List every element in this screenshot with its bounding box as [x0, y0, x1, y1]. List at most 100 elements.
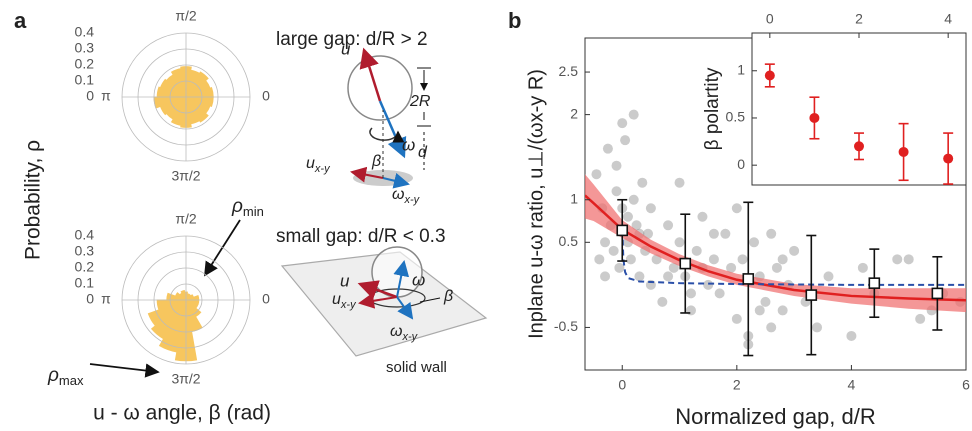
marker	[854, 141, 864, 152]
point	[846, 330, 857, 341]
r-tick-label: 0.2	[75, 259, 95, 275]
panel-label: b	[508, 8, 521, 33]
marker	[898, 146, 909, 157]
point	[628, 194, 639, 205]
marker	[616, 224, 629, 237]
point	[608, 245, 619, 256]
point	[628, 109, 639, 120]
annotation: ρmin	[231, 196, 264, 219]
x-tick-label: 4	[944, 11, 952, 27]
r-tick-label: 0	[86, 88, 94, 104]
point	[708, 254, 719, 265]
point	[903, 254, 914, 265]
line	[621, 229, 966, 286]
point	[594, 254, 605, 265]
point	[777, 305, 788, 316]
point	[812, 322, 823, 333]
y-tick-label: 0.5	[726, 109, 746, 125]
point	[591, 169, 602, 180]
marker	[805, 289, 818, 301]
point	[714, 288, 725, 299]
r-tick-label: 0.3	[75, 243, 95, 259]
r-tick-label: 0.4	[75, 227, 95, 243]
label: ux-y	[332, 291, 357, 311]
label: β	[443, 288, 453, 305]
point	[777, 254, 788, 265]
polar-bar	[185, 299, 202, 318]
point	[823, 271, 834, 282]
label: solid wall	[386, 359, 447, 376]
y-axis-label: Inplane u-ω ratio, u⊥/(ωx-y R)	[525, 69, 547, 339]
polar-bar	[185, 71, 209, 98]
y-tick-label: 0	[737, 156, 745, 172]
point	[726, 262, 737, 273]
x-tick-label: 4	[848, 377, 856, 393]
point	[754, 305, 765, 316]
y-tick-label: 0.5	[559, 233, 579, 249]
point	[625, 254, 636, 265]
x-tick-label: 2	[855, 11, 863, 27]
y-tick-label: 1	[570, 190, 578, 206]
x-tick-label: 2	[733, 377, 741, 393]
plot-area	[751, 32, 967, 186]
diagram-title: small gap: d/R < 0.3	[276, 226, 446, 247]
diagram-small-gap: small gap: d/R < 0.3 u ω β ux-y ωx-y sol…	[276, 226, 488, 376]
r-tick-label: 0.1	[75, 275, 95, 291]
annotation: ρmax	[47, 365, 84, 388]
r-tick-label: 0	[86, 291, 94, 307]
point	[731, 203, 742, 214]
r-tick-label: 0.1	[75, 72, 95, 88]
point	[645, 203, 656, 214]
label: u	[341, 39, 351, 58]
point	[708, 228, 719, 239]
polar-bar	[159, 96, 187, 116]
point	[749, 237, 760, 248]
marker	[809, 112, 820, 123]
marker	[931, 287, 944, 300]
label: ω	[412, 270, 425, 289]
point	[622, 211, 633, 222]
x-tick-label: 6	[962, 377, 970, 393]
y-tick-label: 2.5	[559, 63, 579, 79]
point	[766, 322, 777, 333]
r-tick-label: 0.3	[75, 40, 95, 56]
label: ωx-y	[392, 186, 421, 206]
theta-tick-label: 0	[262, 291, 270, 307]
point	[614, 262, 625, 273]
x-tick-label: 0	[766, 11, 774, 27]
label: ωx-y	[390, 323, 419, 343]
y-axis-label: Probability, ρ	[22, 140, 45, 260]
point	[663, 220, 674, 231]
y-tick-label: 1	[737, 61, 745, 77]
x-axis-label: Normalized gap, d/R	[675, 404, 876, 429]
marker	[742, 273, 755, 285]
diagram-title: large gap: d/R > 2	[276, 29, 428, 50]
label: ω	[402, 135, 415, 154]
theta-tick-label: 0	[262, 88, 270, 104]
point	[674, 237, 685, 248]
point	[697, 211, 708, 222]
y-axis-label: β polartity	[702, 67, 723, 150]
line	[585, 194, 966, 302]
plot: 0 0.5 1 0 2 4 β polartity	[702, 11, 967, 186]
point	[657, 296, 668, 307]
label: 2R	[409, 93, 431, 110]
label: u	[340, 271, 350, 290]
point	[892, 254, 903, 265]
point	[691, 245, 702, 256]
point	[731, 313, 742, 324]
point	[766, 228, 777, 239]
marker	[868, 277, 881, 289]
point	[685, 305, 696, 316]
point	[703, 279, 714, 290]
label: ux-y	[306, 155, 331, 175]
point	[674, 177, 685, 188]
point	[668, 262, 679, 273]
point	[663, 271, 674, 282]
theta-tick-label: π	[101, 291, 111, 307]
label: d	[418, 144, 428, 161]
